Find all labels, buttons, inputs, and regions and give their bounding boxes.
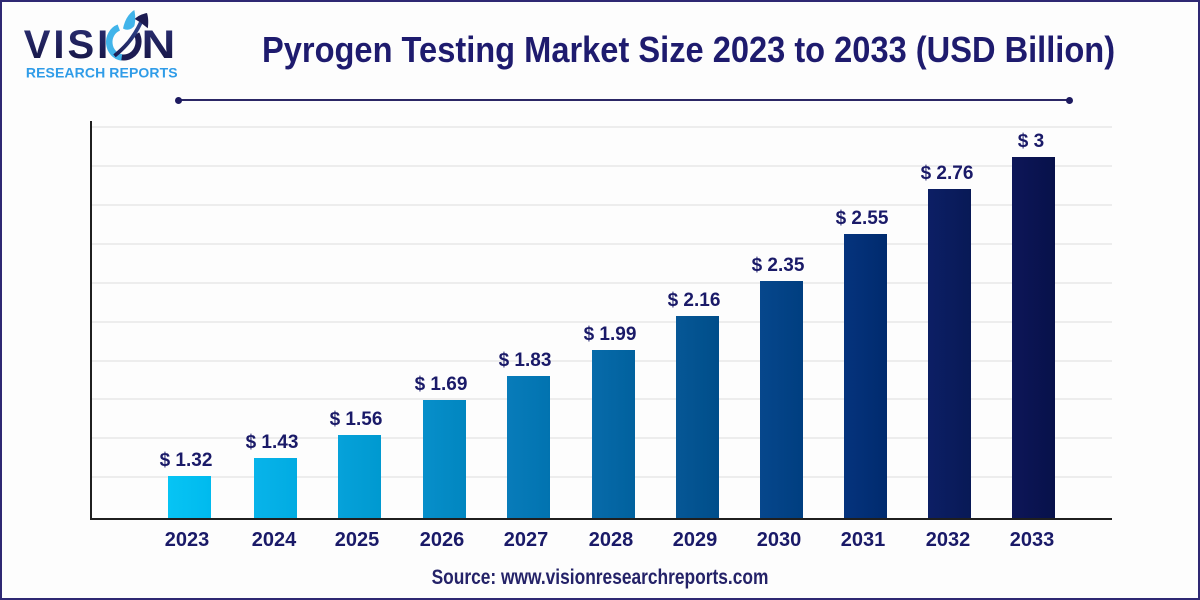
svg-text:RESEARCH REPORTS: RESEARCH REPORTS: [26, 65, 178, 81]
svg-text:N: N: [142, 23, 176, 67]
svg-text:VISI: VISI: [24, 23, 112, 67]
